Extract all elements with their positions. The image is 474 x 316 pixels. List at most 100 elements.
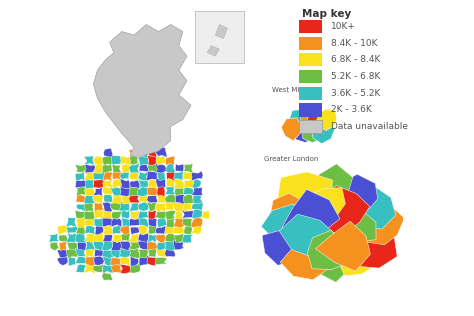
Polygon shape	[110, 187, 122, 196]
Polygon shape	[165, 202, 175, 211]
Polygon shape	[147, 195, 158, 203]
Polygon shape	[102, 272, 113, 281]
Polygon shape	[121, 218, 131, 227]
Polygon shape	[164, 194, 176, 204]
Polygon shape	[207, 46, 219, 56]
Polygon shape	[175, 210, 183, 219]
Polygon shape	[129, 264, 140, 273]
Polygon shape	[50, 242, 59, 251]
Polygon shape	[129, 171, 140, 180]
Polygon shape	[191, 171, 203, 181]
Polygon shape	[182, 210, 193, 218]
Polygon shape	[139, 217, 149, 227]
Text: 6.8K - 8.4K: 6.8K - 8.4K	[331, 55, 381, 64]
Polygon shape	[148, 149, 158, 158]
Polygon shape	[174, 234, 183, 242]
Polygon shape	[111, 211, 123, 219]
Polygon shape	[138, 155, 148, 165]
Polygon shape	[137, 149, 148, 157]
Polygon shape	[84, 188, 94, 197]
Polygon shape	[128, 241, 140, 250]
Polygon shape	[164, 248, 175, 257]
Polygon shape	[148, 210, 156, 219]
Polygon shape	[119, 172, 129, 180]
Polygon shape	[316, 221, 370, 271]
Polygon shape	[104, 195, 113, 202]
Polygon shape	[130, 227, 140, 235]
Polygon shape	[84, 156, 94, 165]
FancyBboxPatch shape	[299, 37, 322, 50]
Polygon shape	[173, 240, 184, 250]
Polygon shape	[279, 214, 334, 256]
Polygon shape	[138, 202, 149, 211]
Text: 2K - 3.6K: 2K - 3.6K	[331, 106, 372, 114]
Polygon shape	[138, 233, 149, 242]
Polygon shape	[93, 264, 105, 272]
Polygon shape	[283, 189, 340, 245]
Polygon shape	[102, 225, 114, 235]
Polygon shape	[215, 25, 228, 39]
FancyBboxPatch shape	[299, 53, 322, 66]
Polygon shape	[138, 180, 149, 189]
Polygon shape	[85, 179, 94, 189]
Polygon shape	[77, 241, 86, 250]
Polygon shape	[156, 179, 165, 188]
Polygon shape	[174, 179, 185, 188]
Polygon shape	[111, 194, 122, 204]
Polygon shape	[129, 155, 139, 165]
Polygon shape	[173, 225, 184, 234]
Polygon shape	[192, 179, 201, 188]
Polygon shape	[94, 219, 104, 227]
Polygon shape	[129, 203, 138, 211]
Polygon shape	[120, 256, 130, 266]
Polygon shape	[207, 46, 219, 56]
Polygon shape	[130, 256, 139, 266]
Polygon shape	[166, 171, 176, 181]
Polygon shape	[137, 241, 149, 249]
Polygon shape	[129, 218, 140, 226]
Polygon shape	[183, 195, 194, 204]
Polygon shape	[201, 211, 210, 219]
Polygon shape	[173, 171, 184, 180]
Polygon shape	[157, 172, 165, 181]
Polygon shape	[147, 257, 158, 266]
Polygon shape	[350, 203, 404, 245]
Polygon shape	[191, 202, 203, 210]
Polygon shape	[93, 171, 104, 180]
Polygon shape	[148, 164, 158, 173]
Polygon shape	[147, 171, 158, 181]
Polygon shape	[165, 186, 175, 195]
FancyBboxPatch shape	[299, 120, 322, 133]
Polygon shape	[85, 240, 95, 250]
Polygon shape	[293, 121, 315, 143]
Polygon shape	[270, 193, 308, 230]
Polygon shape	[110, 257, 121, 266]
Polygon shape	[155, 210, 167, 219]
Polygon shape	[103, 179, 113, 189]
Polygon shape	[290, 110, 307, 127]
Polygon shape	[175, 194, 185, 204]
Polygon shape	[85, 248, 96, 258]
Polygon shape	[341, 185, 396, 229]
Polygon shape	[75, 172, 85, 181]
Polygon shape	[103, 171, 113, 181]
Polygon shape	[157, 241, 166, 250]
Polygon shape	[139, 165, 149, 172]
Polygon shape	[84, 171, 93, 181]
Polygon shape	[156, 194, 166, 204]
Polygon shape	[195, 10, 244, 63]
Polygon shape	[111, 240, 122, 251]
Polygon shape	[155, 148, 167, 157]
Polygon shape	[57, 225, 68, 235]
Polygon shape	[103, 234, 112, 242]
Polygon shape	[317, 109, 337, 131]
Polygon shape	[120, 186, 131, 196]
Polygon shape	[128, 187, 140, 196]
Polygon shape	[155, 234, 166, 243]
Polygon shape	[191, 186, 202, 196]
Polygon shape	[112, 179, 122, 189]
Polygon shape	[102, 249, 114, 258]
Polygon shape	[147, 155, 157, 165]
Polygon shape	[84, 264, 96, 274]
Polygon shape	[102, 256, 113, 266]
